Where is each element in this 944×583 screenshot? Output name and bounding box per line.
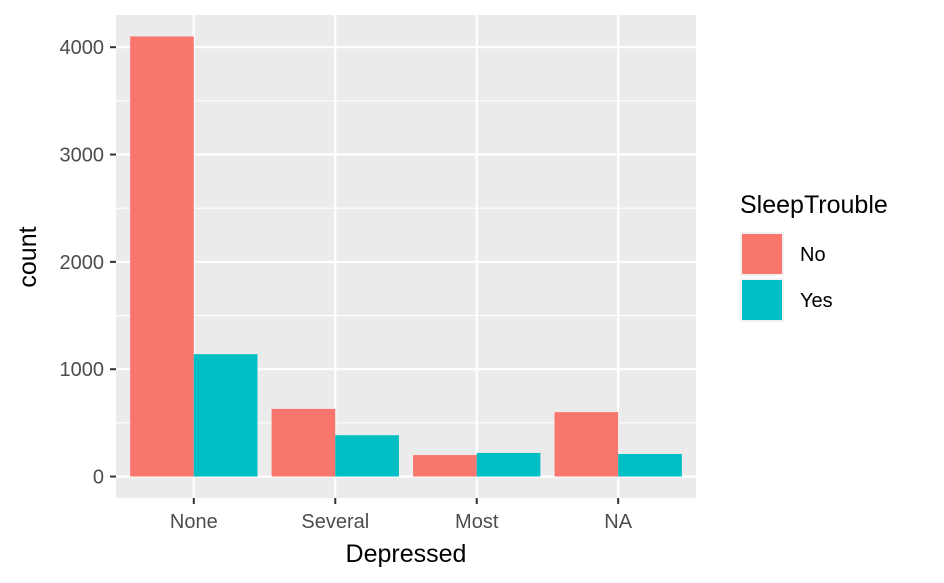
bar-no-most [413, 455, 477, 477]
x-tick-label: NA [604, 511, 632, 533]
x-tick-label: Most [455, 511, 499, 533]
y-tick-label: 1000 [60, 359, 105, 381]
bar-yes-most [476, 452, 541, 477]
legend-label-yes: Yes [800, 290, 833, 312]
x-tick-label: None [170, 511, 218, 533]
legend-title: SleepTrouble [740, 191, 888, 219]
legend-label-no: No [800, 244, 826, 266]
legend: SleepTrouble No Yes [740, 191, 888, 322]
y-axis: 0 1000 2000 3000 4000 [60, 37, 116, 489]
legend-items: No Yes [740, 232, 833, 322]
y-tick-label: 0 [93, 467, 104, 489]
legend-swatch-no [742, 234, 782, 274]
bar-yes-none [193, 354, 258, 477]
y-tick-label: 3000 [60, 145, 105, 167]
y-tick-label: 4000 [60, 37, 105, 59]
y-tick-label: 2000 [60, 252, 105, 274]
bar-yes-several [335, 435, 399, 477]
legend-swatch-yes [742, 280, 782, 320]
x-tick-label: Several [301, 511, 369, 533]
x-axis-title: Depressed [346, 540, 467, 568]
bar-no-na [554, 412, 619, 477]
x-axis: None Several Most NA [170, 498, 633, 533]
bar-no-none [130, 36, 194, 477]
bars [130, 36, 682, 477]
bar-yes-na [618, 453, 682, 477]
bar-no-several [271, 408, 336, 477]
y-axis-title: count [14, 226, 42, 287]
